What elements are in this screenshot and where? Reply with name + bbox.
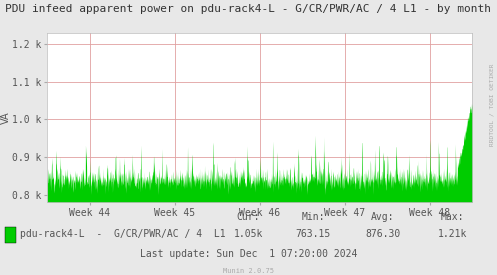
Text: 1.05k: 1.05k [234, 229, 263, 239]
Text: 1.21k: 1.21k [437, 229, 467, 239]
Y-axis label: VA: VA [1, 111, 11, 124]
Text: 876.30: 876.30 [365, 229, 400, 239]
Text: pdu-rack4-L  -  G/CR/PWR/AC / 4  L1: pdu-rack4-L - G/CR/PWR/AC / 4 L1 [20, 229, 226, 239]
Text: RRDTOOL / TOBI OETIKER: RRDTOOL / TOBI OETIKER [490, 63, 495, 146]
Text: Min:: Min: [301, 212, 325, 222]
Text: Cur:: Cur: [237, 212, 260, 222]
Text: 763.15: 763.15 [296, 229, 331, 239]
Text: Avg:: Avg: [371, 212, 395, 222]
Text: Max:: Max: [440, 212, 464, 222]
Text: Munin 2.0.75: Munin 2.0.75 [223, 268, 274, 274]
Text: PDU infeed apparent power on pdu-rack4-L - G/CR/PWR/AC / 4 L1 - by month: PDU infeed apparent power on pdu-rack4-L… [5, 4, 491, 14]
Text: Last update: Sun Dec  1 07:20:00 2024: Last update: Sun Dec 1 07:20:00 2024 [140, 249, 357, 259]
